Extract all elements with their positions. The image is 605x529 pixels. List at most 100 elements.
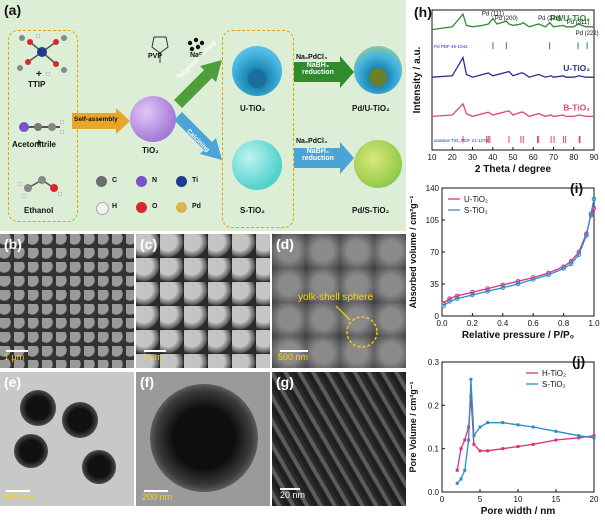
legend-n-icon [136, 176, 147, 187]
x-tick-label: 80 [569, 153, 578, 162]
ttip-molecule-icon [17, 33, 67, 77]
x-tick-label: 15 [552, 495, 561, 504]
nabh4-bottom-label: NaBH₄ reduction [302, 148, 334, 162]
series-line [443, 198, 595, 307]
peak-annotation: Pd (220) [538, 16, 561, 22]
data-point [441, 303, 446, 309]
x-tick-label: 10 [514, 495, 523, 504]
plus-sign-1: + [36, 69, 42, 80]
data-point [485, 286, 490, 291]
data-point [577, 434, 581, 438]
data-point [554, 429, 558, 433]
legend-o-icon [136, 202, 147, 213]
data-point [515, 278, 521, 284]
data-point [455, 468, 459, 472]
x-tick-label: 0 [440, 495, 445, 504]
bet-isotherm-chart: 0.0 0.2 0.4 0.6 0.8 1.0 0 35 70 105 140 Relative pr… [408, 184, 600, 341]
plot-frame [431, 9, 595, 151]
series-label: B-TiO₂ [563, 102, 590, 112]
x-axis-label: 2 Theta / degree [475, 164, 552, 175]
panel-label-e: (e) [4, 374, 22, 390]
series-label: U-TiO₂ [563, 63, 590, 73]
scale-label-c: 1 μm [142, 352, 163, 362]
na2pdcl4-bottom-label: Na₂PdCl₄ [296, 138, 328, 145]
y-axis-label: Pore Volume / cm³g⁻¹ [408, 381, 418, 472]
data-point [478, 449, 482, 453]
data-point [591, 196, 597, 202]
data-point [592, 434, 596, 438]
legend-c-label: C [112, 177, 118, 184]
plus-sign-2: + [36, 138, 42, 149]
legend-h-label: H [112, 203, 118, 210]
x-tick-label: 90 [590, 153, 599, 162]
y-tick-label: 140 [426, 184, 440, 193]
data-point [447, 296, 452, 301]
data-point [454, 293, 460, 299]
data-point [577, 436, 581, 440]
self-assembly-label: Self-assembly [74, 116, 118, 123]
scale-bar-d [280, 350, 308, 352]
x-tick-label: 70 [549, 153, 558, 162]
series-line [431, 55, 594, 78]
calcining-arrow [174, 112, 222, 160]
data-point [472, 434, 476, 438]
data-point [472, 442, 476, 446]
legend-label: S-TiO₂ [464, 206, 488, 215]
panel-label-j: (j) [572, 353, 586, 369]
precursor-molecules [17, 33, 67, 199]
data-point [501, 421, 505, 425]
x-axis-label: Pore width / nm [481, 506, 556, 517]
series-line [431, 12, 594, 31]
y-tick-label: 70 [430, 248, 439, 257]
reference-label: Pd PDF 46-1043 [434, 44, 468, 49]
scale-label-f: 200 nm [142, 492, 173, 502]
naf-particles-icon [187, 37, 205, 52]
panel-label-c: (c) [140, 236, 158, 252]
x-tick-label: 0.8 [558, 319, 570, 328]
x-tick-label: 0.2 [467, 319, 479, 328]
x-tick-label: 10 [428, 153, 437, 162]
scale-label-g: 20 nm [280, 490, 306, 500]
data-point [576, 252, 582, 258]
y-axis-label: Intensity / a.u. [412, 46, 423, 113]
tio2-label: TiO₂ [142, 146, 159, 155]
legend-ti-icon [176, 176, 187, 187]
scale-label-e: 500 nm [4, 492, 35, 502]
panel-label-d: (d) [276, 236, 294, 252]
pd-u-arrow-head [340, 56, 354, 88]
series-line [443, 207, 595, 304]
y-axis-label: Absorbed volume / cm³g⁻¹ [408, 196, 418, 309]
legend-n-label: N [152, 177, 158, 184]
nabh4-top-label: NaBH₄ reduction [302, 62, 334, 76]
x-tick-label: 0.0 [436, 319, 448, 328]
data-point [485, 289, 490, 294]
product-box [222, 30, 294, 228]
x-tick-label: 40 [488, 153, 497, 162]
data-point [470, 292, 475, 298]
x-tick-label: 1.0 [588, 319, 600, 328]
plot-frame [441, 361, 595, 493]
na2pdcl4-top-label: Na₂PdCl₄ [296, 54, 328, 61]
data-point [500, 282, 506, 288]
targeted-etching-arrow [174, 60, 222, 108]
acetonitrile-molecule-icon [19, 119, 65, 135]
y-tick-label: 0.0 [428, 488, 440, 497]
scale-label-d: 500 nm [278, 352, 309, 362]
y-tick-label: 35 [430, 280, 439, 289]
data-point [516, 423, 520, 427]
reduction-text: reduction [302, 69, 334, 76]
pd-s-arrow-head [340, 142, 354, 174]
tio2-sphere [130, 96, 176, 142]
legend-pd-icon [176, 202, 187, 213]
data-point [467, 438, 471, 442]
tem-particle [14, 434, 48, 468]
legend-label: S-TiO₂ [542, 380, 566, 389]
reduction-text-2: reduction [302, 155, 334, 162]
data-point [463, 438, 467, 442]
pd-u-tio2-label: Pd/U-TiO₂ [352, 104, 390, 113]
legend-label: U-TiO₂ [464, 195, 488, 204]
data-point [470, 289, 475, 295]
data-point [531, 442, 535, 446]
peak-annotation: Pd (222) [576, 31, 599, 37]
pvp-label: PVP [148, 53, 163, 60]
